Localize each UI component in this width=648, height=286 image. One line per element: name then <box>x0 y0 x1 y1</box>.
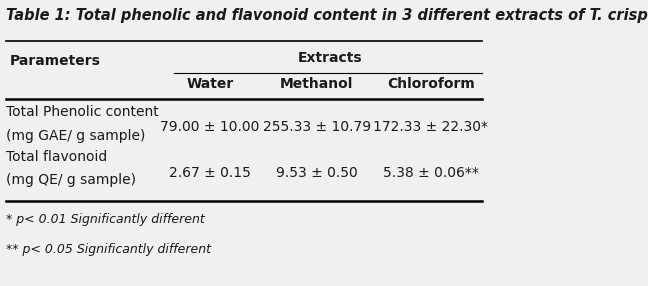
Text: Total flavonoid: Total flavonoid <box>6 150 108 164</box>
Text: 5.38 ± 0.06**: 5.38 ± 0.06** <box>383 166 479 180</box>
Text: Table 1: Total phenolic and flavonoid content in 3 different extracts of T. cris: Table 1: Total phenolic and flavonoid co… <box>6 9 648 23</box>
Text: Water: Water <box>187 77 234 91</box>
Text: ** p< 0.05 Significantly different: ** p< 0.05 Significantly different <box>6 243 211 256</box>
Text: 9.53 ± 0.50: 9.53 ± 0.50 <box>276 166 358 180</box>
Text: (mg GAE/ g sample): (mg GAE/ g sample) <box>6 129 146 143</box>
Text: 172.33 ± 22.30*: 172.33 ± 22.30* <box>373 120 488 134</box>
Text: * p< 0.01 Significantly different: * p< 0.01 Significantly different <box>6 213 205 226</box>
Text: Methanol: Methanol <box>280 77 353 91</box>
Text: Extracts: Extracts <box>298 51 362 65</box>
Text: Parameters: Parameters <box>9 54 100 68</box>
Text: Chloroform: Chloroform <box>387 77 474 91</box>
Text: 2.67 ± 0.15: 2.67 ± 0.15 <box>169 166 251 180</box>
Text: 79.00 ± 10.00: 79.00 ± 10.00 <box>160 120 260 134</box>
Text: (mg QE/ g sample): (mg QE/ g sample) <box>6 173 136 187</box>
Text: 255.33 ± 10.79: 255.33 ± 10.79 <box>262 120 371 134</box>
Text: Total Phenolic content: Total Phenolic content <box>6 105 159 119</box>
